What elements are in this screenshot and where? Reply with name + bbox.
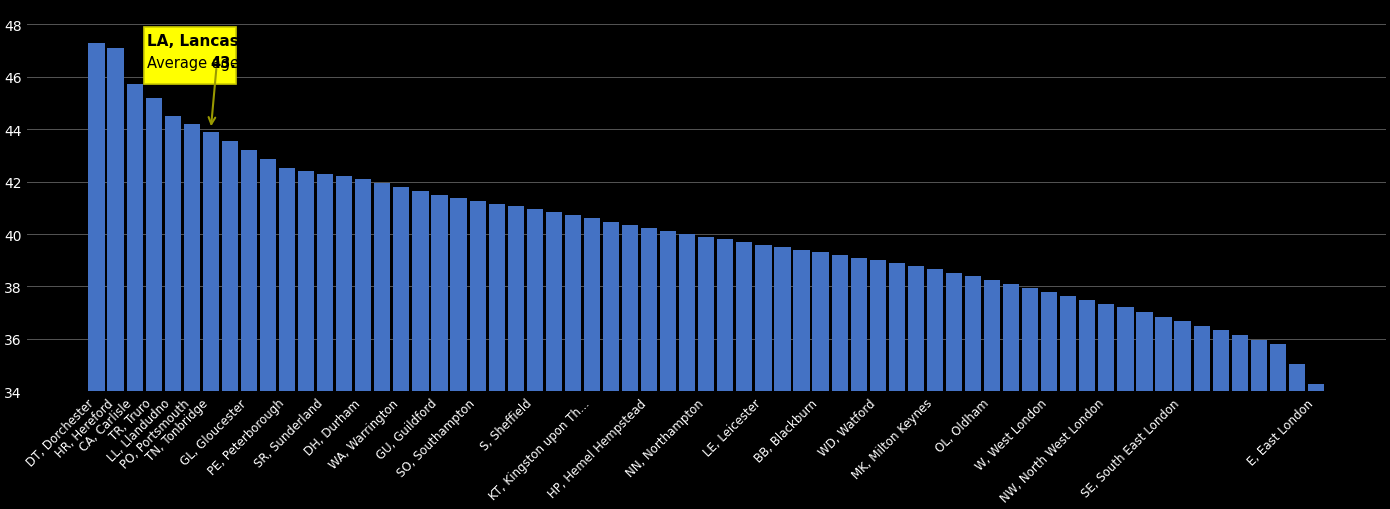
Bar	[584, 219, 600, 509]
Bar	[183, 125, 200, 509]
Bar	[146, 98, 161, 509]
Bar	[507, 207, 524, 509]
Bar	[203, 132, 220, 509]
Bar	[965, 276, 981, 509]
Bar	[1041, 292, 1058, 509]
Bar	[927, 270, 942, 509]
Bar	[1098, 304, 1115, 509]
Bar	[356, 180, 371, 509]
Bar	[222, 142, 238, 509]
Text: 43.9: 43.9	[211, 56, 247, 71]
Bar	[945, 273, 962, 509]
Bar	[1269, 345, 1286, 509]
Bar	[755, 245, 771, 509]
Bar	[1022, 288, 1038, 509]
Bar	[126, 86, 143, 509]
Bar	[603, 222, 619, 509]
Bar	[1061, 296, 1076, 509]
Bar	[680, 235, 695, 509]
Bar	[1194, 326, 1209, 509]
Bar	[413, 191, 428, 509]
Bar	[1232, 335, 1248, 509]
Bar	[164, 117, 181, 509]
Bar	[870, 261, 885, 509]
Bar	[336, 177, 352, 509]
Bar	[450, 198, 467, 509]
Bar	[621, 225, 638, 509]
Bar	[1175, 322, 1191, 509]
Bar	[1251, 340, 1266, 509]
Bar	[564, 216, 581, 509]
Bar	[260, 160, 277, 509]
Bar	[488, 204, 505, 509]
FancyBboxPatch shape	[145, 27, 236, 86]
Bar	[1155, 317, 1172, 509]
Bar	[1212, 331, 1229, 509]
Text: Average age:: Average age:	[147, 56, 249, 71]
Bar	[1079, 300, 1095, 509]
Bar	[737, 242, 752, 509]
Bar	[317, 175, 334, 509]
Bar	[851, 258, 867, 509]
Bar	[1308, 384, 1325, 509]
Bar	[831, 256, 848, 509]
Bar	[1289, 364, 1305, 509]
Text: LA, Lancaster: LA, Lancaster	[147, 34, 264, 49]
Bar	[1004, 285, 1019, 509]
Bar	[908, 267, 924, 509]
Bar	[240, 151, 257, 509]
Bar	[888, 263, 905, 509]
Bar	[393, 187, 410, 509]
Bar	[717, 240, 734, 509]
Bar	[374, 184, 391, 509]
Bar	[660, 232, 676, 509]
Bar	[297, 172, 314, 509]
Bar	[107, 49, 124, 509]
Bar	[1118, 308, 1133, 509]
Bar	[774, 248, 791, 509]
Bar	[546, 213, 562, 509]
Bar	[1137, 313, 1152, 509]
Bar	[813, 253, 828, 509]
Bar	[89, 43, 104, 509]
Bar	[431, 195, 448, 509]
Bar	[984, 280, 1001, 509]
Bar	[794, 250, 809, 509]
Bar	[527, 210, 543, 509]
Bar	[698, 237, 714, 509]
Bar	[641, 229, 657, 509]
Bar	[470, 201, 485, 509]
Bar	[279, 169, 295, 509]
